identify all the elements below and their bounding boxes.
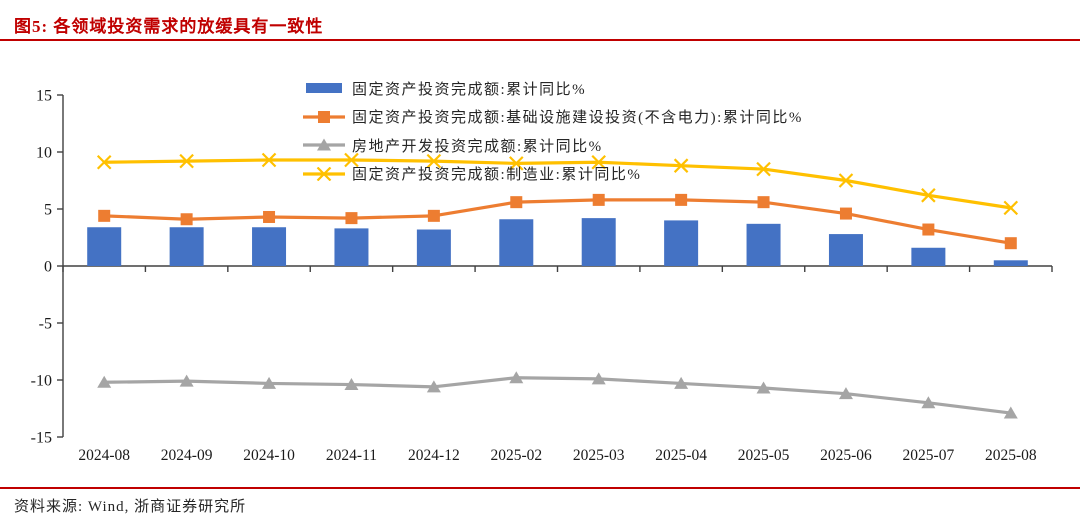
line-series	[104, 158, 1012, 210]
marker-triangle	[838, 387, 853, 400]
bar-2024-09	[169, 227, 204, 266]
y-tick-label: 5	[44, 202, 52, 219]
marker-triangle	[674, 376, 689, 389]
bar-2024-08	[87, 227, 122, 266]
legend-label: 固定资产投资完成额:制造业:累计同比%	[352, 167, 642, 184]
x-tick-label: 2024-09	[161, 447, 213, 464]
legend-item-infrastructure: 固定资产投资完成额:基础设施建设投资(不含电力):累计同比%	[303, 103, 803, 132]
y-tick-label: -10	[31, 373, 52, 390]
legend-item-fai: 固定资产投资完成额:累计同比%	[303, 74, 803, 103]
x-tick-label: 2024-12	[408, 447, 460, 464]
marker-triangle	[426, 380, 441, 393]
x-tick-label: 2025-02	[490, 447, 542, 464]
legend-swatch-bar-blue	[303, 81, 345, 95]
marker-square	[1004, 237, 1017, 250]
marker-x	[838, 173, 854, 188]
marker-square	[757, 196, 770, 209]
x-tick-label: 2025-06	[820, 447, 872, 464]
marker-triangle	[262, 376, 277, 389]
line-series	[104, 376, 1011, 415]
legend-label: 固定资产投资完成额:累计同比%	[352, 81, 587, 98]
marker-square	[839, 207, 852, 220]
marker-x	[1003, 200, 1019, 216]
marker-x	[96, 154, 112, 170]
marker-square	[180, 213, 193, 226]
marker-triangle	[179, 374, 194, 387]
y-tick-label: -15	[31, 430, 52, 447]
marker-triangle	[97, 375, 112, 388]
line-series	[104, 198, 1012, 245]
bar-2025-02	[499, 219, 534, 266]
marker-triangle	[344, 378, 359, 391]
marker-triangle	[591, 372, 606, 385]
marker-x	[426, 153, 442, 169]
marker-square	[922, 223, 935, 236]
y-tick-label: -5	[39, 316, 52, 333]
bar-2024-10	[252, 227, 287, 266]
legend-item-manufacturing: 固定资产投资完成额:制造业:累计同比%	[303, 160, 803, 189]
title-divider-line	[0, 39, 1080, 41]
bar-2024-11	[334, 228, 369, 266]
bar-2024-12	[416, 229, 451, 266]
marker-x	[179, 153, 194, 169]
marker-square	[510, 196, 523, 209]
marker-triangle	[756, 381, 771, 394]
bar-2025-07	[911, 247, 946, 266]
bar-2025-05	[746, 223, 781, 266]
y-tick-label: 15	[36, 88, 52, 105]
legend-label: 固定资产投资完成额:基础设施建设投资(不含电力):累计同比%	[352, 110, 803, 127]
marker-x	[591, 154, 606, 170]
legend-label: 房地产开发投资完成额:累计同比%	[352, 138, 603, 155]
bar-2025-06	[828, 234, 863, 266]
legend-swatch-line-gray-triangle	[303, 138, 345, 152]
footer-divider-line	[0, 487, 1080, 489]
marker-square	[592, 193, 605, 206]
x-tick-label: 2024-11	[326, 447, 377, 464]
marker-x	[344, 152, 359, 168]
marker-triangle	[1003, 406, 1018, 419]
figure-title: 图5: 各领域投资需求的放缓具有一致性	[14, 17, 324, 36]
marker-x	[509, 156, 524, 171]
x-tick-label: 2025-07	[903, 447, 955, 464]
x-tick-label: 2025-05	[738, 447, 790, 464]
legend-swatch-line-yellow-x	[303, 166, 345, 182]
y-tick-label: 0	[44, 259, 52, 276]
marker-square	[263, 210, 276, 223]
legend-item-real-estate: 房地产开发投资完成额:累计同比%	[303, 131, 803, 160]
bar-2025-03	[581, 218, 616, 266]
bar-2025-04	[664, 220, 699, 266]
marker-triangle	[509, 371, 524, 384]
x-tick-label: 2025-04	[655, 447, 707, 464]
marker-square	[98, 209, 111, 222]
bar-2025-08	[993, 260, 1028, 266]
marker-square	[345, 212, 358, 225]
marker-triangle	[921, 396, 936, 409]
chart-legend: 固定资产投资完成额:累计同比% 固定资产投资完成额:基础设施建设投资(不含电力)…	[303, 74, 803, 188]
x-tick-label: 2024-08	[78, 447, 130, 464]
legend-swatch-line-orange-square	[303, 110, 345, 124]
marker-x	[261, 152, 277, 168]
x-tick-label: 2024-10	[243, 447, 295, 464]
marker-square	[675, 193, 688, 206]
marker-x	[756, 161, 771, 177]
x-tick-label: 2025-03	[573, 447, 625, 464]
marker-x	[921, 188, 936, 203]
y-tick-label: 10	[36, 145, 52, 162]
marker-square	[427, 209, 440, 222]
x-tick-label: 2025-08	[985, 447, 1037, 464]
marker-x	[673, 158, 689, 173]
data-source-note: 资料来源: Wind, 浙商证券研究所	[14, 499, 247, 515]
